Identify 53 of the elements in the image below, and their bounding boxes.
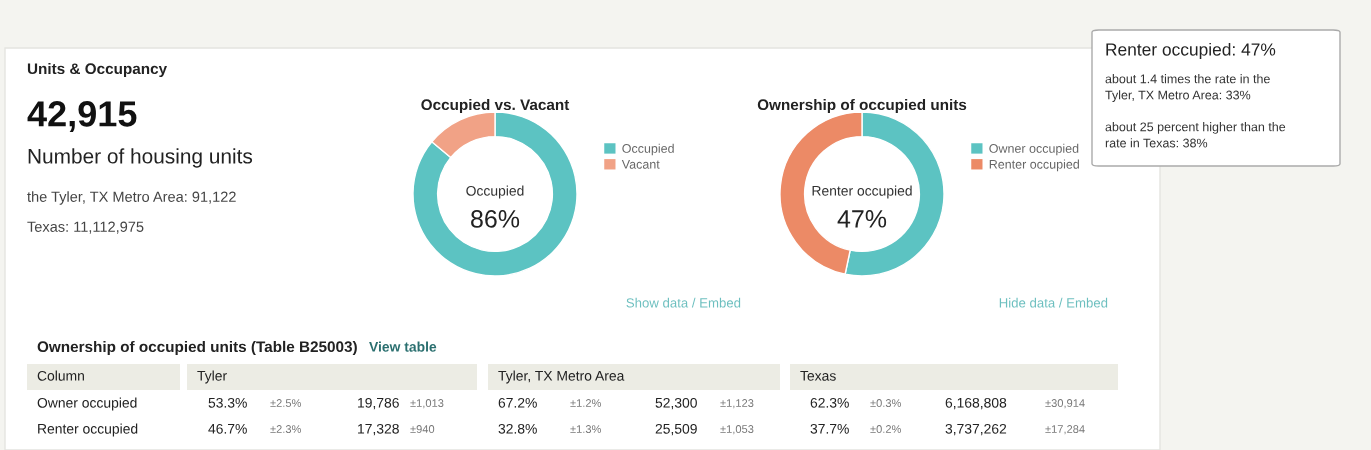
text: 25,509 [655,423,697,436]
text: ±2.3% [270,425,302,433]
text: ±2.5% [270,399,302,407]
category-label: Tyler [197,370,227,384]
text: 17,328 [358,423,399,436]
text: ±1,013 [410,399,444,409]
text: 19,786 [358,397,399,410]
text: 6,168,808 [945,397,1007,410]
text: about 1.4 times the rate in the Tyler, TX Metro Area: 33% [1105,74,1270,102]
text: Renter occupied [812,185,912,199]
text: the Tyler, TX Metro Area: 91,122 [27,191,236,205]
text: ±17,284 [1045,425,1085,435]
text: 67.2% [498,397,537,408]
category-label: Owner occupied [37,397,137,411]
text: 52,300 [655,397,697,410]
chart-title: Occupied vs. Vacant [421,98,570,114]
text: ±1.3% [570,425,602,433]
text: Renter occupied: 47% [1106,42,1276,60]
text: Show data / Embed [626,297,741,308]
text: ±1,053 [720,425,754,435]
legend-label: Renter occupied [989,159,1079,172]
text: 37.7% [810,423,849,434]
text: ±0.2% [870,425,902,433]
text: Units & Occupancy [27,62,167,78]
text: ±1.2% [570,399,602,407]
legend-label: Owner occupied [989,143,1079,156]
text: ±940 [410,425,435,433]
text: 47% [837,210,887,228]
text: 32.8% [498,423,537,434]
text: 42,915 [27,101,137,132]
text: ±30,914 [1045,399,1085,409]
text: Number of housing units [28,148,253,168]
text: View table [369,341,437,352]
category-label: Tyler, TX Metro Area [498,370,625,384]
text: Texas: 11,112,975 [27,221,144,234]
chart-title: Ownership of occupied units [757,98,967,114]
text: 53.3% [208,397,247,408]
text: 3,737,262 [945,423,1007,436]
donut-slice [412,111,578,277]
text: ±1,123 [720,399,754,409]
text: Ownership of occupied units (Table B25003) [37,340,357,356]
text: Hide data / Embed [999,297,1108,308]
text: 62.3% [810,397,849,408]
text: ±0.3% [870,399,902,407]
text: about 25 percent higher than the rate in Texas: 38% [1105,122,1286,148]
legend-label: Occupied [622,143,674,156]
category-label: Column [37,370,84,381]
category-label: Renter occupied [38,423,138,437]
legend-label: Vacant [621,159,660,169]
text: 46.7% [208,423,247,434]
text: 86% [471,210,520,228]
category-label: Texas [800,371,836,381]
text: Occupied [466,185,524,199]
